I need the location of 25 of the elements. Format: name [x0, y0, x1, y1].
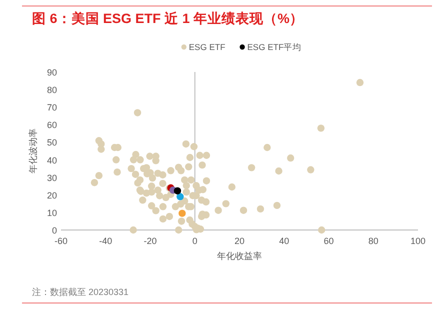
x-tick-label: 0: [192, 236, 198, 246]
y-tick-label: 60: [46, 120, 57, 130]
y-tick-label: 30: [46, 172, 57, 183]
x-tick-label: -40: [99, 236, 112, 246]
x-tick-label: 20: [234, 236, 245, 246]
y-tick-label: 0: [52, 226, 57, 236]
x-tick-label: 40: [279, 236, 290, 246]
y-tick-label: 40: [46, 155, 57, 166]
text: 注：数据截至 20230331: [32, 287, 129, 297]
x-tick-label: -60: [54, 236, 68, 246]
y-tick-label: 20: [46, 190, 57, 200]
y-tick-label: 80: [46, 85, 57, 96]
chart-title: 图 6：美国 ESG ETF 近 1 年业绩表现（%）: [32, 10, 304, 26]
legend-label: ESG ETF平均: [247, 42, 302, 52]
y-axis-title: 年化波动率: [28, 128, 38, 174]
y-tick-label: 70: [46, 102, 57, 113]
x-tick-label: 80: [368, 236, 378, 246]
x-tick-label: 60: [324, 236, 334, 246]
legend-label: ESG ETF: [188, 42, 226, 52]
x-tick-label: -20: [144, 236, 157, 246]
y-tick-label: 90: [46, 68, 57, 78]
x-axis-title: 年化收益率: [217, 251, 262, 261]
y-tick-label: 50: [46, 138, 57, 148]
y-tick-label: 10: [46, 208, 57, 218]
x-tick-label: 100: [410, 236, 426, 246]
